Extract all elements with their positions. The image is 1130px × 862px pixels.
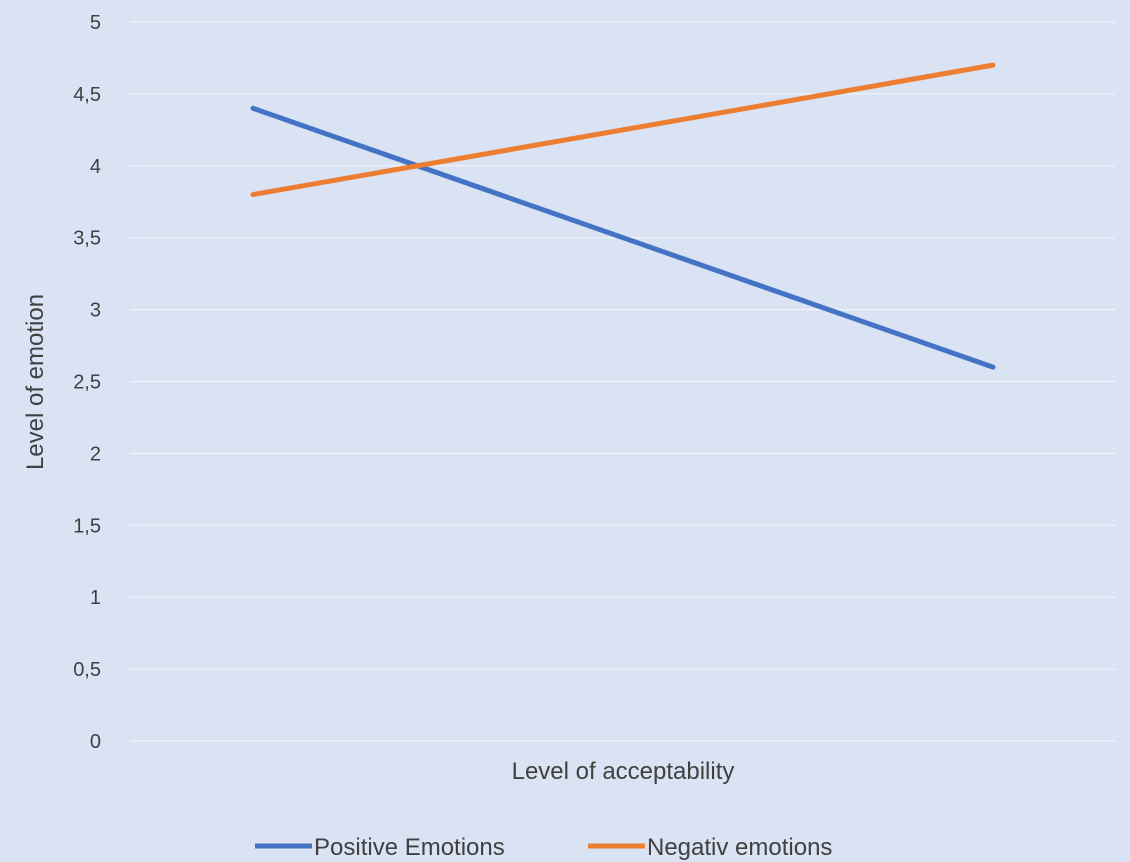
gridlines <box>130 21 1115 742</box>
y-axis-title: Level of emotion <box>22 294 49 470</box>
y-tick-label: 3,5 <box>73 228 101 250</box>
y-tick-label: 2,5 <box>73 372 101 394</box>
legend-label-positive-emotions: Positive Emotions <box>314 834 505 861</box>
series-line-positive-emotions <box>250 105 996 370</box>
y-tick-label: 4,5 <box>73 84 101 106</box>
y-tick-label: 1 <box>90 587 101 609</box>
y-axis-ticks: 0 0,5 1 1,5 2 2,5 3 3,5 4 4,5 5 <box>73 12 101 753</box>
y-tick-label: 0 <box>90 731 101 753</box>
y-tick-label: 3 <box>90 300 101 322</box>
legend-label-negativ-emotions: Negativ emotions <box>647 834 832 861</box>
y-tick-label: 1,5 <box>73 515 101 537</box>
y-tick-label: 0,5 <box>73 659 101 681</box>
y-tick-label: 5 <box>90 12 101 34</box>
legend: Positive Emotions Negativ emotions <box>255 834 832 861</box>
y-tick-label: 2 <box>90 443 101 465</box>
x-axis-title: Level of acceptability <box>512 758 735 785</box>
series-line-negativ-emotions <box>250 62 996 198</box>
series-lines <box>250 62 996 370</box>
y-tick-label: 4 <box>90 156 101 178</box>
